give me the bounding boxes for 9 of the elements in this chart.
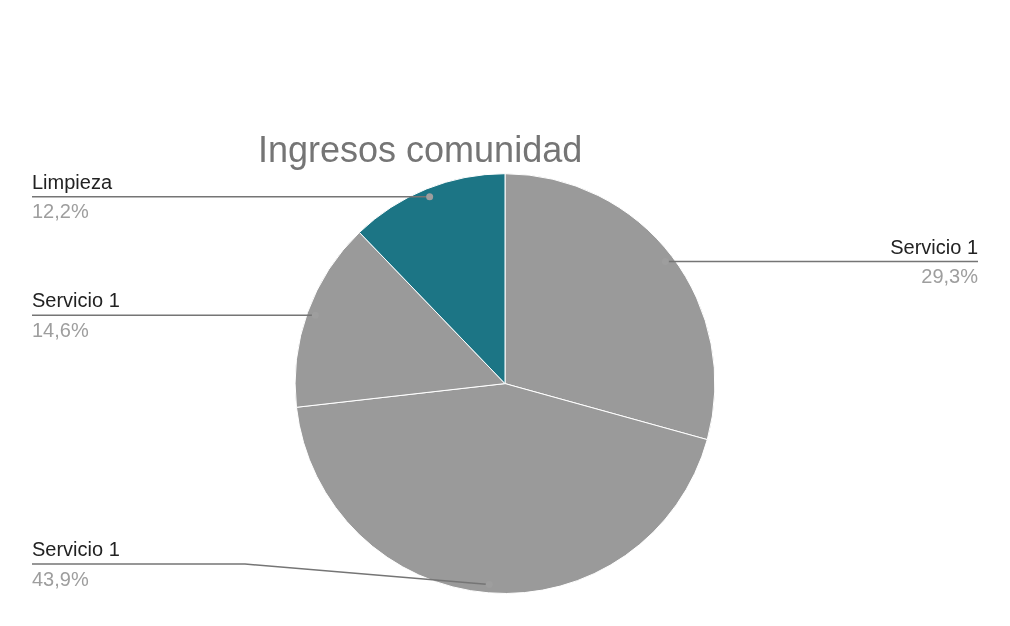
slice-label: Limpieza [32, 170, 113, 193]
data-label: 14,6% [32, 318, 89, 341]
data-label: 43,9% [32, 567, 89, 590]
chart-title: Ingresos comunidad [258, 128, 583, 170]
data-label: 12,2% [32, 200, 89, 223]
data-label: 29,3% [921, 265, 979, 288]
slice-label: Servicio 1 [890, 235, 978, 258]
slice-label: Servicio 1 [32, 538, 120, 560]
slice-label: Servicio 1 [32, 289, 120, 312]
